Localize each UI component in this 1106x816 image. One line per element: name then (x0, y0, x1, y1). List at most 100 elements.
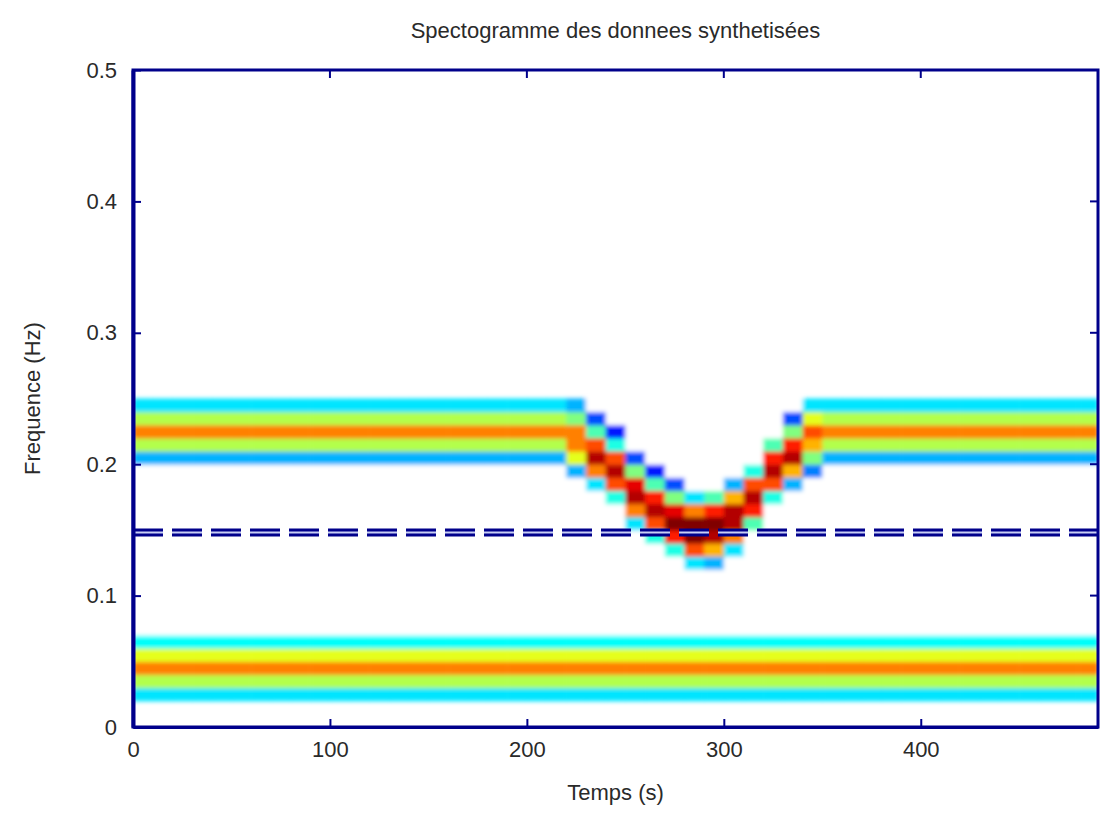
heatmap-cell (724, 569, 744, 583)
heatmap-cell (980, 517, 1000, 531)
heatmap-cell (881, 609, 901, 623)
heatmap-cell (704, 556, 724, 570)
heatmap-cell (803, 582, 823, 596)
heatmap-cell (310, 556, 330, 570)
heatmap-cell (862, 425, 882, 439)
heatmap-cell (251, 569, 271, 583)
heatmap-cell (1078, 635, 1098, 649)
heatmap-cell (684, 569, 704, 583)
heatmap-cell (231, 412, 251, 426)
heatmap-cell (448, 622, 468, 636)
heatmap-cell (724, 425, 744, 439)
heatmap-cell (1000, 490, 1020, 504)
heatmap-cell (251, 412, 271, 426)
heatmap-cell (409, 504, 429, 518)
heatmap-cell (763, 438, 783, 452)
heatmap-cell (586, 582, 606, 596)
heatmap-cell (369, 451, 389, 465)
heatmap-cell (763, 582, 783, 596)
heatmap-cell (783, 543, 803, 557)
heatmap-cell (921, 399, 941, 413)
heatmap-cell (1000, 648, 1020, 662)
heatmap-cell (783, 399, 803, 413)
heatmap-cell (980, 688, 1000, 702)
heatmap-cell (231, 622, 251, 636)
heatmap-cell (468, 609, 488, 623)
heatmap-cell (507, 438, 527, 452)
heatmap-cell (586, 609, 606, 623)
reference-line-highlight (133, 532, 1098, 534)
heatmap-cell (665, 412, 685, 426)
heatmap-cell (901, 569, 921, 583)
heatmap-cell (960, 504, 980, 518)
heatmap-cell (153, 543, 173, 557)
heatmap-cell (980, 451, 1000, 465)
heatmap-cell (251, 517, 271, 531)
heatmap-cell (842, 412, 862, 426)
heatmap-cell (862, 622, 882, 636)
heatmap-cell (133, 635, 153, 649)
heatmap-cell (1019, 490, 1039, 504)
heatmap-cell (940, 674, 960, 688)
heatmap-cell (330, 543, 350, 557)
heatmap-cell (153, 622, 173, 636)
heatmap-cell (586, 622, 606, 636)
heatmap-cell (566, 490, 586, 504)
heatmap-cell (271, 464, 291, 478)
heatmap-cell (901, 556, 921, 570)
heatmap-cell (251, 543, 271, 557)
heatmap-cell (684, 582, 704, 596)
heatmap-cell (369, 635, 389, 649)
heatmap-cell (172, 609, 192, 623)
heatmap-cell (369, 399, 389, 413)
heatmap-cell (625, 569, 645, 583)
heatmap-cell (960, 556, 980, 570)
heatmap-cell (744, 517, 764, 531)
heatmap-cell (665, 477, 685, 491)
heatmap-cell (921, 609, 941, 623)
y-tick-label: 0.2 (86, 452, 117, 477)
heatmap-cell (625, 674, 645, 688)
heatmap-cell (330, 635, 350, 649)
heatmap-cell (625, 688, 645, 702)
heatmap-cell (940, 438, 960, 452)
heatmap-cell (980, 412, 1000, 426)
right-tick-mark (1090, 726, 1098, 728)
heatmap-cell (881, 661, 901, 675)
heatmap-cell (980, 648, 1000, 662)
y-tick-label: 0 (105, 715, 117, 740)
heatmap-cell (1039, 399, 1059, 413)
heatmap-cell (251, 688, 271, 702)
heatmap-cell (487, 399, 507, 413)
heatmap-cell (487, 596, 507, 610)
heatmap-cell (389, 399, 409, 413)
heatmap-cell (881, 582, 901, 596)
heatmap-cell (231, 569, 251, 583)
heatmap-cell (192, 477, 212, 491)
heatmap-cell (862, 582, 882, 596)
heatmap-cell (744, 648, 764, 662)
heatmap-cell (921, 477, 941, 491)
heatmap-cell (625, 609, 645, 623)
heatmap-cell (507, 622, 527, 636)
heatmap-cell (330, 477, 350, 491)
heatmap-cell (547, 582, 567, 596)
heatmap-cell (231, 399, 251, 413)
heatmap-cell (468, 504, 488, 518)
heatmap-cell (980, 464, 1000, 478)
heatmap-cell (271, 582, 291, 596)
heatmap-cell (527, 477, 547, 491)
heatmap-cell (468, 399, 488, 413)
heatmap-cell (1000, 674, 1020, 688)
heatmap-cell (665, 438, 685, 452)
heatmap-cell (763, 464, 783, 478)
heatmap-cell (409, 477, 429, 491)
heatmap-cell (350, 661, 370, 675)
heatmap-cell (547, 596, 567, 610)
heatmap-cell (606, 609, 626, 623)
heatmap-cell (409, 399, 429, 413)
heatmap-cell (527, 661, 547, 675)
heatmap-cell (783, 635, 803, 649)
heatmap-cell (901, 399, 921, 413)
heatmap-cell (231, 504, 251, 518)
